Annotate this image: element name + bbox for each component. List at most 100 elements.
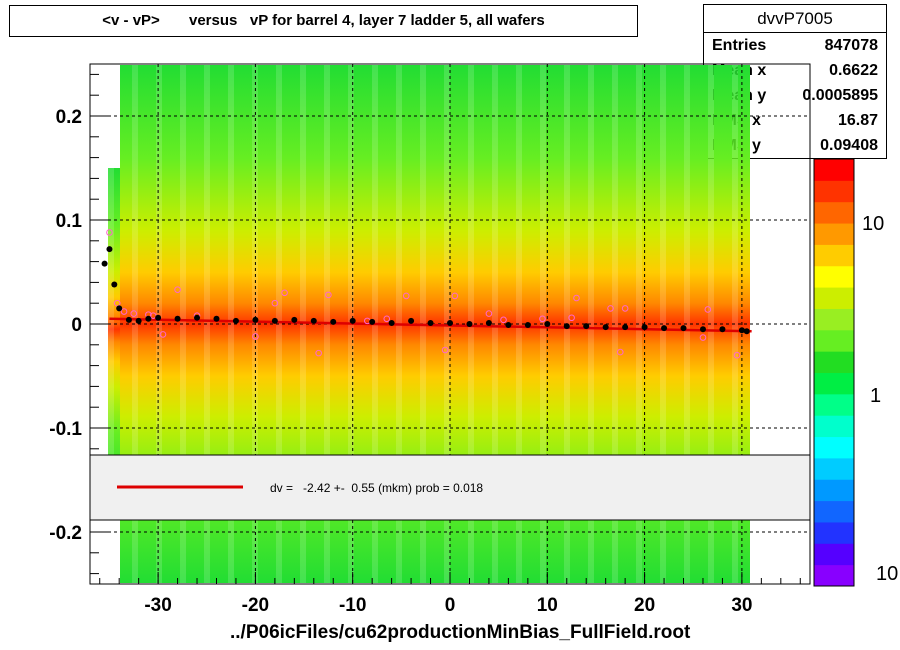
outlier-point bbox=[130, 310, 138, 317]
outlier-point bbox=[451, 292, 459, 300]
profile-point bbox=[544, 321, 551, 327]
outlier-point bbox=[485, 310, 493, 317]
profile-point bbox=[505, 322, 512, 329]
outlier-point bbox=[733, 351, 741, 359]
outlier-point bbox=[573, 294, 580, 302]
colorbar-frame bbox=[813, 158, 855, 587]
plot-title: <v - vP> versus vP for barrel 4, layer 7… bbox=[9, 5, 638, 37]
profile-point bbox=[349, 317, 356, 324]
stats-value: 847078 bbox=[824, 37, 878, 54]
profile-point bbox=[111, 281, 118, 288]
profile-point bbox=[738, 327, 745, 334]
colorbar-segment bbox=[814, 564, 854, 587]
colorbar-segment bbox=[814, 457, 854, 480]
outlier-point bbox=[383, 315, 391, 323]
outlier-point bbox=[281, 289, 288, 297]
y-tick-label: 0.2 bbox=[56, 107, 82, 128]
profile-point bbox=[135, 317, 142, 324]
x-tick-label: 10 bbox=[537, 595, 558, 616]
profile-point bbox=[369, 318, 376, 325]
heatmap-cell bbox=[108, 168, 114, 491]
x-axis-label: ../P06icFiles/cu62productionMinBias_Full… bbox=[230, 622, 691, 643]
profile-point bbox=[291, 316, 298, 323]
outlier-point bbox=[500, 316, 507, 324]
colorbar-tick-label: 10 bbox=[876, 563, 898, 585]
y-tick-label: 0 bbox=[71, 315, 82, 336]
outlier-point bbox=[539, 315, 546, 323]
colorbar-segment bbox=[814, 180, 854, 203]
outlier-point bbox=[315, 349, 322, 357]
profile-point bbox=[583, 323, 590, 330]
colorbar-segment bbox=[814, 287, 854, 309]
outlier-point bbox=[252, 333, 259, 340]
stats-row-entries: Entries 847078 bbox=[704, 33, 886, 58]
colorbar-segment bbox=[814, 500, 854, 523]
colorbar-segment bbox=[814, 543, 854, 566]
profile-point bbox=[330, 318, 337, 325]
outlier-point bbox=[271, 299, 279, 307]
colorbar-segment bbox=[814, 265, 854, 288]
x-tick-label: 30 bbox=[731, 595, 752, 616]
colorbar-segment bbox=[814, 351, 854, 373]
colorbar-segment bbox=[814, 436, 854, 459]
outlier-point bbox=[441, 346, 449, 354]
profile-point bbox=[699, 326, 706, 333]
axis-ticks: -30 -20 -10 0 10 20 30 0.2 0.1 0 -0.1 -0.2 bbox=[49, 73, 801, 616]
stats-value: 0.09408 bbox=[820, 137, 878, 154]
colorbar-segment bbox=[814, 329, 854, 352]
x-tick-label: -10 bbox=[339, 595, 366, 616]
profile-point bbox=[252, 316, 259, 323]
profile-point bbox=[641, 324, 648, 331]
profile-point bbox=[408, 317, 415, 324]
heatmap-cell bbox=[114, 168, 120, 491]
profile-point bbox=[155, 314, 162, 321]
profile-point bbox=[524, 322, 531, 329]
y-tick-label: 0.1 bbox=[56, 211, 83, 232]
colorbar-segment bbox=[814, 393, 854, 416]
x-tick-label: 0 bbox=[445, 595, 456, 616]
profile-point bbox=[447, 319, 453, 326]
x-tick-label: 20 bbox=[634, 595, 655, 616]
profile-point bbox=[106, 246, 113, 253]
outlier-point bbox=[159, 331, 167, 338]
colorbar-segment bbox=[814, 223, 854, 245]
profile-point bbox=[232, 317, 239, 324]
profile-point bbox=[743, 328, 750, 335]
colorbar-segment bbox=[814, 479, 854, 502]
stats-value: 16.87 bbox=[837, 112, 878, 129]
outlier-point bbox=[402, 292, 410, 300]
stats-name: dvvP7005 bbox=[704, 5, 886, 33]
profile-point bbox=[602, 324, 609, 331]
profile-point bbox=[485, 319, 492, 326]
outlier-point bbox=[325, 291, 332, 299]
profile-point bbox=[116, 305, 123, 312]
stats-value: 0.0005895 bbox=[802, 87, 878, 104]
fit-legend: dv = -2.42 +- 0.55 (mkm) prob = 0.018 bbox=[89, 454, 811, 521]
profile-point bbox=[427, 319, 434, 326]
colorbar-segment bbox=[814, 521, 854, 544]
y-tick-label: -0.2 bbox=[49, 523, 82, 544]
profile-point bbox=[622, 324, 629, 331]
outlier-point bbox=[699, 334, 707, 341]
stats-value: 0.6622 bbox=[829, 62, 878, 79]
profile-point bbox=[101, 260, 108, 267]
colorbar bbox=[814, 159, 854, 587]
data-marks bbox=[101, 229, 752, 359]
y-tick-label: -0.1 bbox=[49, 419, 82, 440]
profile-point bbox=[174, 315, 181, 322]
colorbar-segment bbox=[814, 308, 854, 331]
profile-point bbox=[719, 326, 726, 333]
colorbar-segment bbox=[814, 201, 854, 224]
colorbar-segment bbox=[814, 244, 854, 267]
profile-point bbox=[310, 317, 317, 324]
profile-point bbox=[125, 316, 132, 323]
outlier-point bbox=[616, 348, 624, 356]
profile-point bbox=[145, 315, 152, 322]
colorbar-segment bbox=[814, 415, 854, 438]
x-tick-label: -20 bbox=[242, 595, 269, 616]
outlier-point bbox=[120, 308, 128, 315]
profile-point bbox=[213, 315, 220, 322]
profile-point bbox=[563, 323, 570, 330]
colorbar-segment bbox=[814, 159, 854, 181]
